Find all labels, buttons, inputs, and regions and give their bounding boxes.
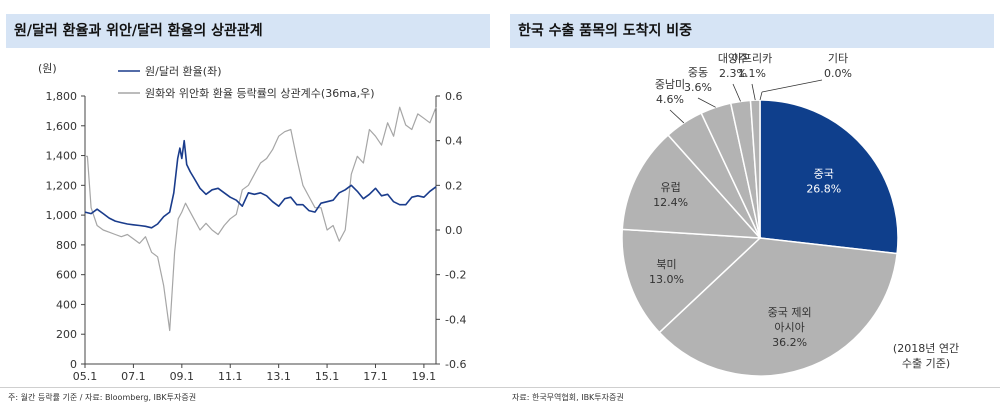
right-chart-title: 한국 수출 품목의 도착지 비중 (510, 14, 994, 48)
legend-label-krw: 원/달러 환율(좌) (145, 65, 222, 78)
x-tick-label: 13.1 (266, 370, 291, 383)
pie-annotation-line1: (2018년 연간 (893, 342, 959, 355)
legend-label-corr: 원화와 위안화 환율 등락률의 상관계수(36ma,우) (145, 87, 375, 100)
pie-label-4-line-0: 중남미 (655, 78, 685, 91)
pie-label-1-line-2: 36.2% (772, 336, 807, 349)
x-tick-label: 17.1 (363, 370, 388, 383)
right-y-tick-label: 0.4 (445, 135, 463, 148)
pie-label-0-line-0: 중국 (814, 168, 834, 181)
pie-label-5-line-0: 중동 (688, 66, 708, 79)
x-tick-label: 19.1 (412, 370, 437, 383)
pie-label-4-line-1: 4.6% (656, 93, 684, 106)
pie-label-2-line-1: 13.0% (649, 273, 684, 286)
pie-slice-3 (621, 134, 762, 239)
pie-label-8-line-0: 기타 (828, 52, 848, 65)
pie-label-1-line-0: 중국 제외 (768, 306, 812, 319)
pie-label-6-line-0: 대양주 (718, 52, 748, 65)
series-line-correlation (85, 106, 437, 332)
pie-label-0-line-1: 26.8% (806, 183, 841, 196)
series-line-krw-usd (84, 139, 437, 229)
left-y-tick-label: 1,800 (46, 90, 78, 103)
pie-label-1-line-1: 아시아 (774, 321, 804, 334)
leader-line-5 (697, 97, 716, 108)
pie-slice-1 (658, 237, 898, 377)
leader-line-6 (732, 83, 741, 102)
left-y-tick-label: 1,600 (46, 120, 78, 133)
footer-divider (0, 387, 1000, 388)
pie-annotation-line2: 수출 기준) (902, 357, 950, 370)
right-y-tick-label: 0.6 (445, 90, 463, 103)
left-y-tick-label: 600 (56, 269, 77, 282)
x-tick-label: 07.1 (121, 370, 146, 383)
pie-label-7-line-0: 아프리카 (732, 52, 772, 65)
x-tick-label: 11.1 (218, 370, 243, 383)
x-tick-label: 09.1 (170, 370, 195, 383)
pie-label-5-line-1: 3.6% (684, 81, 712, 94)
left-chart-title: 원/달러 환율과 위안/달러 환율의 상관관계 (6, 14, 490, 48)
pie-label-6-line-1: 2.3% (719, 67, 747, 80)
leader-line-8-b (761, 79, 823, 93)
right-y-tick-label: 0.2 (445, 179, 463, 192)
left-y-tick-label: 1,200 (46, 179, 78, 192)
line-chart-legend: 원/달러 환율(좌) 원화와 위안화 환율 등락률의 상관계수(36ma,우) (118, 65, 375, 100)
right-y-tick-label: -0.6 (445, 358, 466, 371)
right-footnote: 자료: 한국무역협회, IBK투자증권 (512, 393, 624, 402)
line-chart-axes: 0 200 400 600 800 1,000 1,200 1,400 1,600 1,800 -0… (46, 90, 467, 383)
pie-label-2-line-0: 북미 (656, 258, 676, 271)
x-tick-label: 15.1 (315, 370, 340, 383)
left-y-tick-label: 0 (70, 358, 77, 371)
right-y-tick-label: -0.4 (445, 313, 466, 326)
leader-line-7 (751, 83, 756, 101)
pie-label-3-line-1: 12.4% (653, 196, 688, 209)
left-y-tick-label: 800 (56, 239, 77, 252)
line-chart-series (84, 106, 437, 332)
pie-label-7-line-1: 1.1% (738, 67, 766, 80)
leader-line-4 (669, 109, 685, 124)
left-y-tick-label: 1,000 (46, 209, 78, 222)
pie-slice-2 (621, 228, 762, 334)
right-y-tick-label: -0.2 (445, 269, 466, 282)
pie-slice-7 (749, 99, 761, 239)
pie-label-8-line-1: 0.0% (824, 67, 852, 80)
pie-slices (621, 99, 899, 377)
pie-label-3-line-0: 유럽 (660, 180, 680, 194)
left-footnote: 주: 월간 등락률 기준 / 자료: Bloomberg, IBK투자증권 (8, 393, 197, 402)
x-tick-label: 05.1 (73, 370, 98, 383)
y-axis-unit-label: (원) (38, 62, 57, 75)
left-y-tick-label: 200 (56, 328, 77, 341)
left-y-tick-label: 1,400 (46, 150, 78, 163)
left-y-tick-label: 400 (56, 298, 77, 311)
leader-line-8 (759, 91, 763, 101)
pie-slice-0 (759, 99, 899, 255)
right-y-tick-label: 0.0 (445, 224, 463, 237)
